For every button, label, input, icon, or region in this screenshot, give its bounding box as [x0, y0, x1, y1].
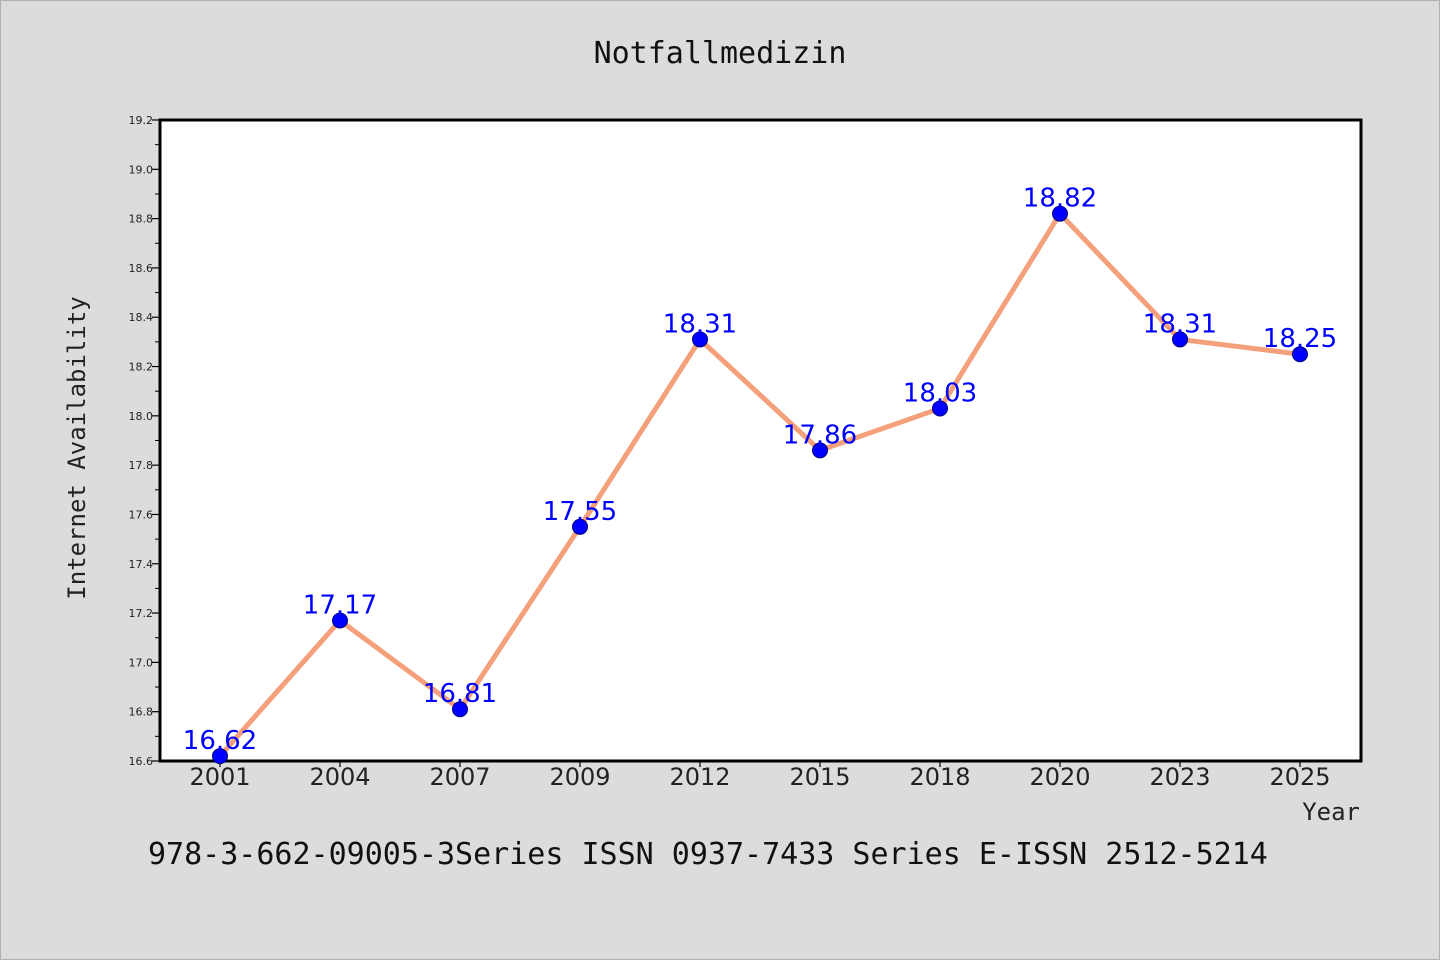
y-axis: 16.6 16.8 17.0 17.2 17.4 17.6 17.8 18.0 18.2 18.4… — [129, 114, 160, 768]
data-label: 18.31 — [663, 309, 737, 339]
y-tick-label: 17.2 — [129, 607, 154, 620]
data-point — [1052, 205, 1068, 222]
data-label: 17.86 — [783, 420, 857, 450]
y-tick-label: 17.6 — [129, 508, 154, 521]
data-label: 16.62 — [183, 726, 257, 756]
x-tick-label: 2009 — [549, 763, 610, 791]
data-point — [1172, 331, 1188, 348]
isbn-issn-footer: 978-3-662-09005-3Series ISSN 0937-7433 S… — [148, 837, 1268, 872]
x-tick-label: 2012 — [669, 763, 730, 791]
x-tick-label: 2015 — [789, 763, 850, 791]
x-tick-label: 2018 — [909, 763, 970, 791]
x-axis: 2001 2004 2007 2009 2012 2015 2018 2020 2023 2025 — [189, 761, 1331, 791]
data-label: 18.03 — [903, 378, 977, 408]
y-tick-label: 18.6 — [129, 262, 154, 275]
chart-title: Notfallmedizin — [594, 36, 847, 71]
data-labels: 16.62 17.17 16.81 17.55 18.31 17.86 18.03 18.82… — [183, 184, 1337, 756]
data-label: 18.25 — [1263, 324, 1337, 354]
y-axis-title: Internet Availability — [63, 296, 91, 599]
series-line — [217, 211, 1303, 759]
y-tick-label: 18.4 — [129, 311, 154, 324]
data-point — [332, 612, 348, 629]
x-tick-label: 2023 — [1149, 763, 1210, 791]
data-point — [212, 748, 228, 765]
y-tick-label: 18.8 — [129, 213, 154, 226]
data-point — [812, 442, 828, 459]
data-label: 18.82 — [1023, 184, 1097, 214]
y-tick-label: 17.8 — [129, 459, 154, 472]
y-tick-label: 19.0 — [129, 163, 154, 176]
data-point — [1292, 346, 1308, 363]
x-axis-title: Year — [1302, 798, 1360, 826]
y-tick-label: 17.0 — [129, 656, 154, 669]
y-tick-label: 19.2 — [129, 114, 154, 127]
data-label: 18.31 — [1143, 309, 1217, 339]
x-tick-label: 2004 — [309, 763, 370, 791]
y-tick-label: 16.8 — [129, 706, 154, 719]
y-tick-label: 16.6 — [129, 755, 154, 768]
plot-area — [158, 118, 1363, 763]
data-point — [692, 331, 708, 348]
x-tick-label: 2001 — [189, 763, 250, 791]
data-label: 17.55 — [543, 497, 617, 527]
y-tick-label: 18.2 — [129, 361, 154, 374]
x-tick-label: 2007 — [429, 763, 490, 791]
data-label: 16.81 — [423, 679, 497, 709]
data-point — [572, 518, 588, 535]
data-label: 17.17 — [303, 590, 377, 620]
x-tick-label: 2020 — [1029, 763, 1090, 791]
x-tick-label: 2025 — [1269, 763, 1330, 791]
y-tick-label: 17.4 — [129, 558, 154, 571]
data-point — [932, 400, 948, 417]
series-1 — [212, 205, 1308, 765]
data-point — [452, 701, 468, 718]
y-tick-label: 18.0 — [129, 410, 154, 423]
